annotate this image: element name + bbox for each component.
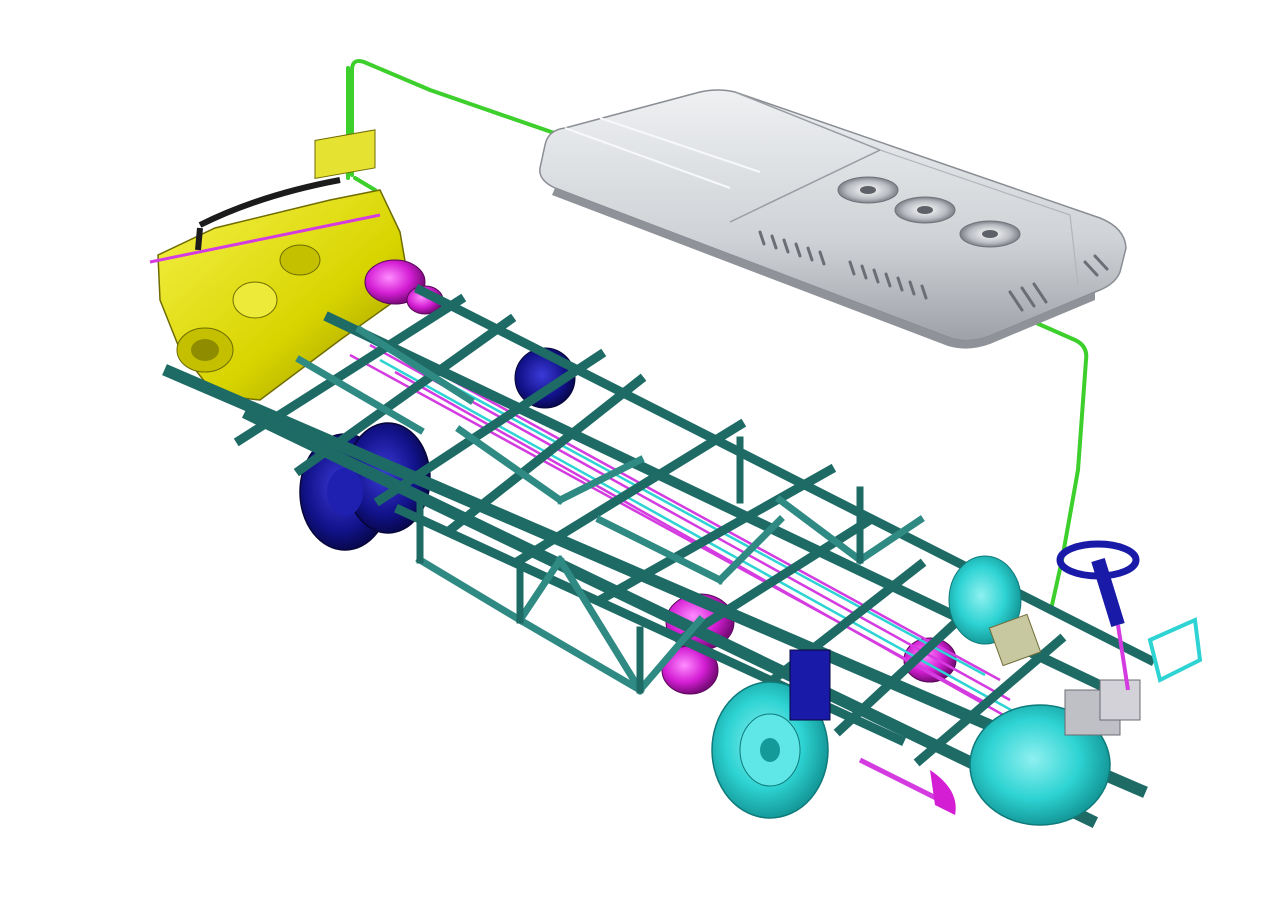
fan-icon xyxy=(837,176,1021,248)
rooftop-ac-unit xyxy=(539,89,1127,349)
steering-column xyxy=(1056,540,1203,691)
engine xyxy=(149,129,411,401)
chassis-frame xyxy=(162,283,1157,829)
vent-slots xyxy=(758,230,1109,312)
front-suspension xyxy=(789,613,1141,815)
